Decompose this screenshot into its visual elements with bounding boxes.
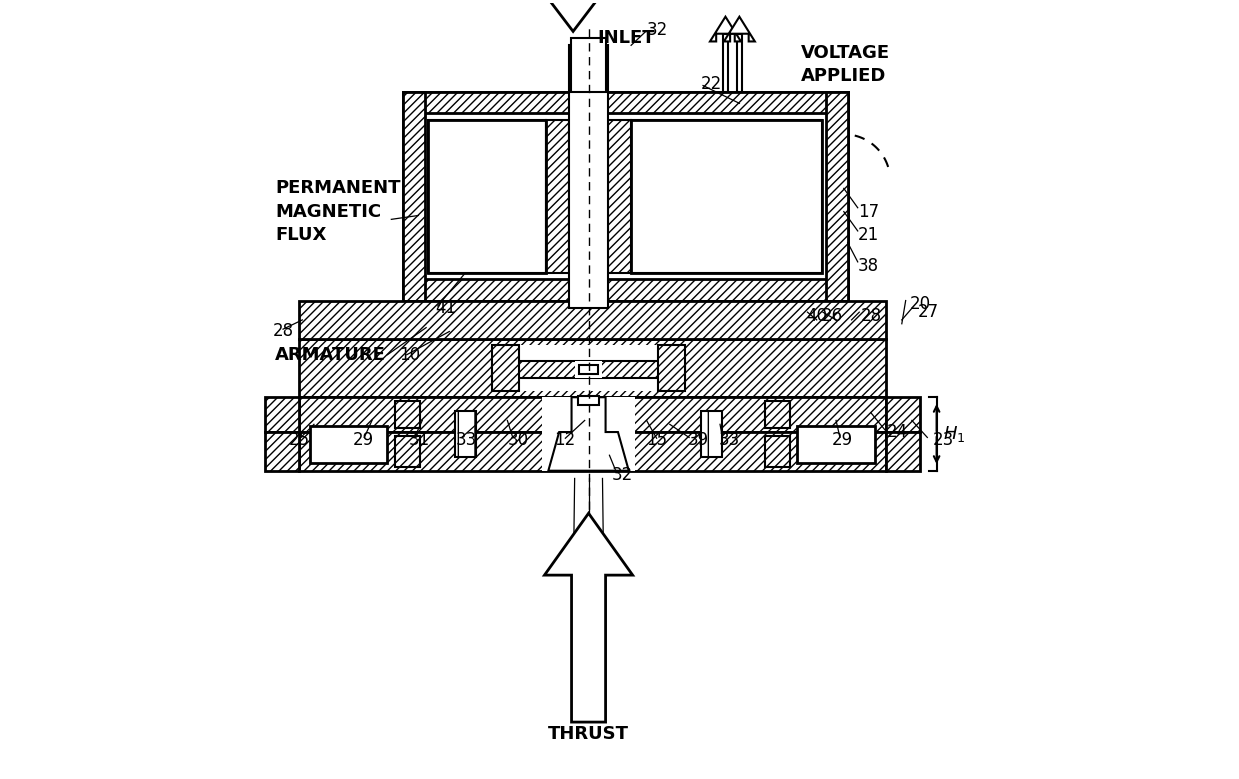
Bar	[571, 37, 606, 92]
Bar	[569, 45, 608, 308]
Bar	[425, 114, 826, 279]
Text: FLUX: FLUX	[275, 226, 327, 244]
Bar	[631, 119, 823, 273]
Bar	[403, 92, 847, 114]
Text: $H_1$: $H_1$	[943, 424, 965, 444]
Text: 15: 15	[647, 431, 668, 449]
Bar	[764, 401, 789, 428]
Text: MAGNETIC: MAGNETIC	[275, 203, 382, 220]
Text: 30: 30	[507, 431, 529, 449]
Bar	[299, 397, 886, 432]
Bar	[631, 119, 823, 273]
Bar	[395, 401, 420, 428]
Text: 31: 31	[409, 431, 430, 449]
Text: 28: 28	[861, 307, 882, 325]
Text: 32: 32	[647, 21, 668, 39]
Text: 25: 25	[289, 431, 310, 449]
Bar	[492, 361, 685, 378]
Bar	[310, 426, 388, 463]
Bar	[403, 92, 425, 301]
Polygon shape	[544, 0, 602, 31]
Text: 12: 12	[554, 431, 575, 449]
Text: 29: 29	[833, 431, 854, 449]
Bar	[608, 119, 631, 273]
Bar	[575, 361, 602, 378]
Text: 27: 27	[917, 303, 938, 321]
Bar	[658, 345, 685, 391]
Text: 21: 21	[857, 226, 878, 244]
Bar	[546, 119, 569, 273]
Text: 17: 17	[857, 203, 878, 220]
Bar	[737, 33, 742, 92]
Bar	[265, 432, 299, 471]
Bar	[492, 345, 685, 391]
Bar	[543, 397, 634, 471]
Bar	[826, 92, 847, 301]
Bar	[265, 397, 299, 432]
Bar	[429, 119, 546, 273]
Bar	[455, 411, 477, 457]
Polygon shape	[544, 513, 633, 722]
Text: 39: 39	[688, 431, 709, 449]
Text: 32: 32	[612, 466, 633, 484]
Text: THRUST: THRUST	[548, 724, 629, 742]
Bar	[764, 436, 789, 467]
Text: PERMANENT: PERMANENT	[275, 179, 401, 197]
Bar	[724, 33, 727, 92]
Text: 41: 41	[435, 299, 456, 317]
Polygon shape	[710, 16, 741, 41]
Bar	[395, 436, 420, 467]
Text: APPLIED: APPLIED	[802, 67, 887, 85]
Text: 40: 40	[807, 307, 828, 325]
Bar	[403, 92, 847, 301]
Text: ARMATURE: ARMATURE	[275, 346, 387, 364]
Bar	[701, 411, 722, 457]
Text: 22: 22	[701, 75, 722, 93]
Bar	[299, 432, 886, 471]
Bar	[580, 365, 598, 374]
Text: INLET: INLET	[598, 29, 655, 47]
Text: 29: 29	[353, 431, 374, 449]
Bar	[577, 396, 600, 405]
Polygon shape	[549, 397, 628, 471]
Text: VOLTAGE: VOLTAGE	[802, 44, 891, 62]
Text: 24: 24	[886, 423, 907, 441]
Text: 26: 26	[823, 307, 844, 325]
Bar	[492, 345, 519, 391]
Bar	[299, 339, 886, 397]
Bar	[299, 301, 886, 339]
Bar	[798, 426, 875, 463]
Bar	[403, 279, 847, 301]
Bar	[886, 397, 919, 432]
Text: 33: 33	[456, 431, 477, 449]
Text: 10: 10	[399, 346, 420, 364]
Text: 38: 38	[857, 257, 878, 275]
Text: 23: 23	[933, 431, 954, 449]
Text: 20: 20	[909, 295, 930, 313]
Text: 28: 28	[273, 323, 294, 340]
Bar	[886, 432, 919, 471]
Polygon shape	[724, 16, 755, 41]
Text: 33: 33	[719, 431, 740, 449]
Bar	[429, 119, 546, 273]
